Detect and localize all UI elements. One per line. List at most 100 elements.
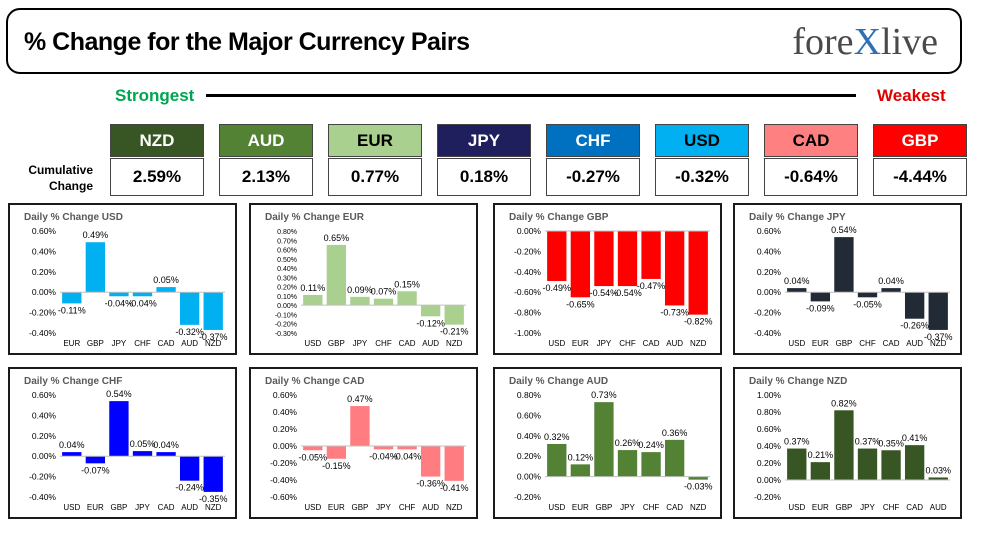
data-label: -0.41% — [440, 483, 469, 493]
cumulative-value-eur: 0.77% — [328, 158, 422, 196]
currency-header-nzd: NZD — [110, 124, 204, 157]
currency-header-chf: CHF — [546, 124, 640, 157]
bar-cad — [881, 288, 901, 293]
x-category-label: NZD — [446, 339, 463, 348]
x-category-label: CAD — [158, 339, 175, 348]
data-label: 0.03% — [925, 465, 951, 475]
y-tick-label: 0.60% — [277, 248, 297, 255]
data-label: -0.37% — [199, 332, 228, 342]
x-category-label: CAD — [158, 503, 175, 512]
y-tick-label: 0.60% — [517, 410, 542, 420]
x-category-label: CAD — [883, 339, 900, 348]
data-label: 0.41% — [902, 433, 928, 443]
cumulative-value-gbp: -4.44% — [873, 158, 967, 196]
cumulative-value-usd: -0.32% — [655, 158, 749, 196]
bar-eur — [570, 464, 591, 477]
data-label: -0.12% — [416, 318, 445, 328]
x-category-label: GBP — [110, 503, 127, 512]
y-tick-label: 0.20% — [277, 285, 297, 292]
y-tick-label: 0.00% — [32, 451, 57, 461]
x-category-label: CHF — [399, 503, 416, 512]
y-tick-label: 0.40% — [757, 441, 782, 451]
chart-panel-chf: Daily % Change CHF 0.60% 0.40% 0.20% 0.00% -0… — [8, 367, 237, 519]
data-label: -0.47% — [637, 281, 666, 291]
data-label: -0.35% — [199, 494, 228, 504]
data-label: -0.04% — [128, 298, 157, 308]
data-label: 0.36% — [662, 428, 688, 438]
x-category-label: AUD — [930, 503, 947, 512]
data-label: 0.04% — [878, 276, 904, 286]
bar-aud — [179, 456, 200, 481]
y-tick-label: 0.00% — [277, 303, 297, 310]
bar-chf — [881, 450, 901, 480]
y-tick-label: 0.20% — [273, 424, 298, 434]
x-category-label: EUR — [812, 503, 829, 512]
x-category-label: NZD — [690, 503, 707, 512]
y-tick-label: -0.20% — [275, 322, 297, 329]
forexlive-logo: foreXlive — [792, 21, 938, 63]
y-tick-label: -0.20% — [514, 246, 541, 256]
x-category-label: USD — [548, 339, 565, 348]
x-category-label: AUD — [422, 503, 439, 512]
currency-header-aud: AUD — [219, 124, 313, 157]
data-label: -0.04% — [369, 451, 398, 461]
data-label: -0.09% — [806, 303, 835, 313]
data-label: -0.05% — [299, 452, 328, 462]
bar-chf — [373, 298, 394, 306]
y-tick-label: 0.60% — [32, 226, 57, 236]
x-category-label: GBP — [835, 503, 852, 512]
x-category-label: GBP — [328, 339, 345, 348]
data-label: 0.11% — [300, 283, 325, 293]
bar-gbp — [109, 401, 129, 457]
x-category-label: AUD — [906, 339, 923, 348]
x-category-label: JPY — [860, 503, 875, 512]
x-category-label: JPY — [135, 503, 150, 512]
y-tick-label: 0.60% — [757, 226, 782, 236]
chart-panel-aud: Daily % Change AUD 0.80% 0.60% 0.40% 0.20% 0.… — [493, 367, 722, 519]
data-label: -0.65% — [566, 299, 595, 309]
bar-usd — [303, 294, 323, 306]
bar-nzd — [203, 292, 223, 330]
x-category-label: CHF — [859, 339, 876, 348]
y-tick-label: 0.80% — [277, 229, 297, 236]
data-label: -0.49% — [543, 283, 572, 293]
x-category-label: AUD — [666, 339, 683, 348]
x-category-label: AUD — [181, 339, 198, 348]
y-tick-label: 0.10% — [277, 294, 297, 301]
bar-jpy — [617, 450, 638, 477]
y-tick-label: -0.20% — [29, 472, 56, 482]
data-label: 0.49% — [83, 230, 109, 240]
y-tick-label: -0.20% — [270, 458, 297, 468]
x-category-label: CAD — [906, 503, 923, 512]
x-category-label: CHF — [883, 503, 900, 512]
bar-chart-chf: 0.60% 0.40% 0.20% 0.00% -0.20% -0.40% 0.04% USD… — [29, 389, 228, 512]
y-tick-label: 0.80% — [517, 390, 542, 400]
x-category-label: GBP — [87, 339, 104, 348]
bar-aud — [928, 477, 948, 480]
currency-header-gbp: GBP — [873, 124, 967, 157]
y-tick-label: -1.00% — [514, 328, 541, 338]
x-category-label: EUR — [87, 503, 104, 512]
data-label: 0.54% — [831, 225, 857, 235]
bar-jpy — [109, 292, 129, 297]
bar-nzd — [203, 456, 223, 492]
ranking-divider — [206, 94, 856, 97]
bar-aud — [179, 292, 200, 325]
y-tick-label: -0.40% — [754, 328, 781, 338]
y-tick-label: 1.00% — [757, 390, 782, 400]
bar-aud — [420, 305, 441, 317]
data-label: 0.21% — [808, 450, 834, 460]
bar-chart-gbp: 0.00% -0.20% -0.40% -0.60% -0.80% -1.00% -0.49… — [514, 226, 712, 348]
x-category-label: USD — [304, 503, 321, 512]
chart-title: Daily % Change USD — [24, 212, 123, 223]
bar-chart-jpy: 0.60% 0.40% 0.20% 0.00% -0.20% -0.40% 0.04% USD… — [754, 225, 952, 348]
y-tick-label: -0.20% — [514, 492, 541, 502]
data-label: -0.07% — [81, 465, 110, 475]
x-category-label: EUR — [328, 503, 345, 512]
bar-cad — [664, 439, 685, 477]
x-category-label: NZD — [690, 339, 707, 348]
y-tick-label: 0.60% — [32, 390, 57, 400]
data-label: 0.04% — [784, 276, 810, 286]
x-category-label: JPY — [376, 503, 391, 512]
bar-eur — [85, 456, 106, 464]
